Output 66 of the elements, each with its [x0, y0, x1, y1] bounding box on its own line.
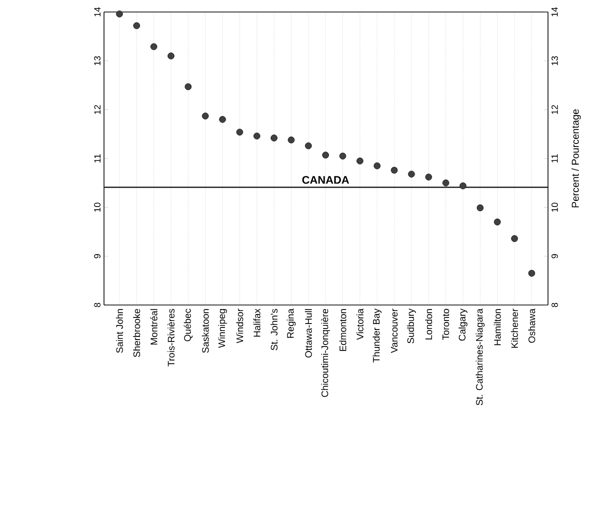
point: [322, 152, 329, 158]
point: [460, 182, 466, 190]
x-tick-label: Sherbrooke: [133, 308, 140, 358]
y2-tick-label: 10: [94, 202, 100, 212]
x-tick-label: Sudbury: [407, 308, 416, 344]
ref-line-label: CANADA: [302, 176, 350, 184]
y-tick-label: 10: [552, 202, 558, 212]
x-tick-label: Victoria: [356, 308, 364, 340]
point: [356, 158, 364, 164]
point: [390, 166, 398, 174]
point: [408, 170, 415, 178]
point: [442, 180, 450, 186]
x-tick-label: Saint John: [116, 309, 123, 353]
point: [476, 204, 484, 212]
point: [236, 128, 244, 136]
y2-tick-label: 12: [94, 105, 100, 114]
x-tick-label: St. Catharines-Niagara: [476, 308, 485, 406]
point: [511, 235, 518, 242]
x-tick-label: Trois-Rivières: [167, 308, 175, 366]
y-axis-title: Percent / Pourcentage: [572, 109, 581, 208]
x-tick-label: Edmonton: [339, 309, 346, 351]
point: [184, 83, 192, 90]
x-tick-label: Winnipeg: [218, 309, 227, 348]
x-tick-label: Thunder Bay: [372, 308, 382, 362]
y2-tick-label: 14: [94, 7, 100, 16]
point: [116, 10, 123, 18]
x-tick-label: Regina: [286, 308, 296, 338]
x-tick-label: Halifax: [253, 308, 260, 337]
y2-tick-label: 8: [94, 302, 100, 308]
y-tick-label: 12: [552, 105, 558, 114]
point: [425, 174, 432, 180]
point: [339, 152, 346, 160]
point: [528, 270, 536, 277]
y-tick-label: 14: [552, 7, 558, 16]
point: [150, 43, 158, 50]
y-tick-label: 13: [552, 56, 558, 66]
x-tick-label: Oshawa: [528, 308, 536, 343]
x-tick-label: Chicoutimi-Jonquière: [321, 308, 330, 397]
y-tick-label: 9: [552, 254, 558, 258]
x-tick-label: Kitchener: [511, 308, 518, 348]
x-tick-label: Québec: [184, 308, 193, 342]
y2-tick-label: 11: [94, 154, 100, 162]
point: [494, 218, 501, 226]
y-tick-label: 11: [552, 154, 558, 162]
x-tick-label: Ottawa-Hull: [304, 309, 312, 358]
point: [253, 132, 260, 140]
x-tick-label: Hamilton: [494, 309, 501, 346]
x-tick-label: Toronto: [442, 308, 450, 340]
point: [305, 142, 312, 150]
y-tick-label: 8: [552, 302, 558, 308]
point: [270, 134, 278, 142]
x-tick-label: Calgary: [458, 308, 468, 341]
point: [219, 116, 226, 123]
x-tick-label: Windsor: [236, 308, 244, 344]
point: [168, 52, 174, 60]
y2-tick-label: 13: [94, 56, 100, 66]
point: [374, 162, 380, 170]
point: [202, 112, 209, 120]
x-tick-label: St. John's: [270, 308, 278, 350]
x-tick-label: London: [425, 309, 432, 340]
point: [288, 136, 295, 144]
y2-tick-label: 9: [94, 254, 100, 258]
x-tick-label: Vancouver: [390, 308, 398, 354]
x-tick-label: Saskatoon: [202, 309, 209, 353]
x-tick-label: Montréal: [150, 309, 158, 345]
point: [133, 22, 140, 30]
